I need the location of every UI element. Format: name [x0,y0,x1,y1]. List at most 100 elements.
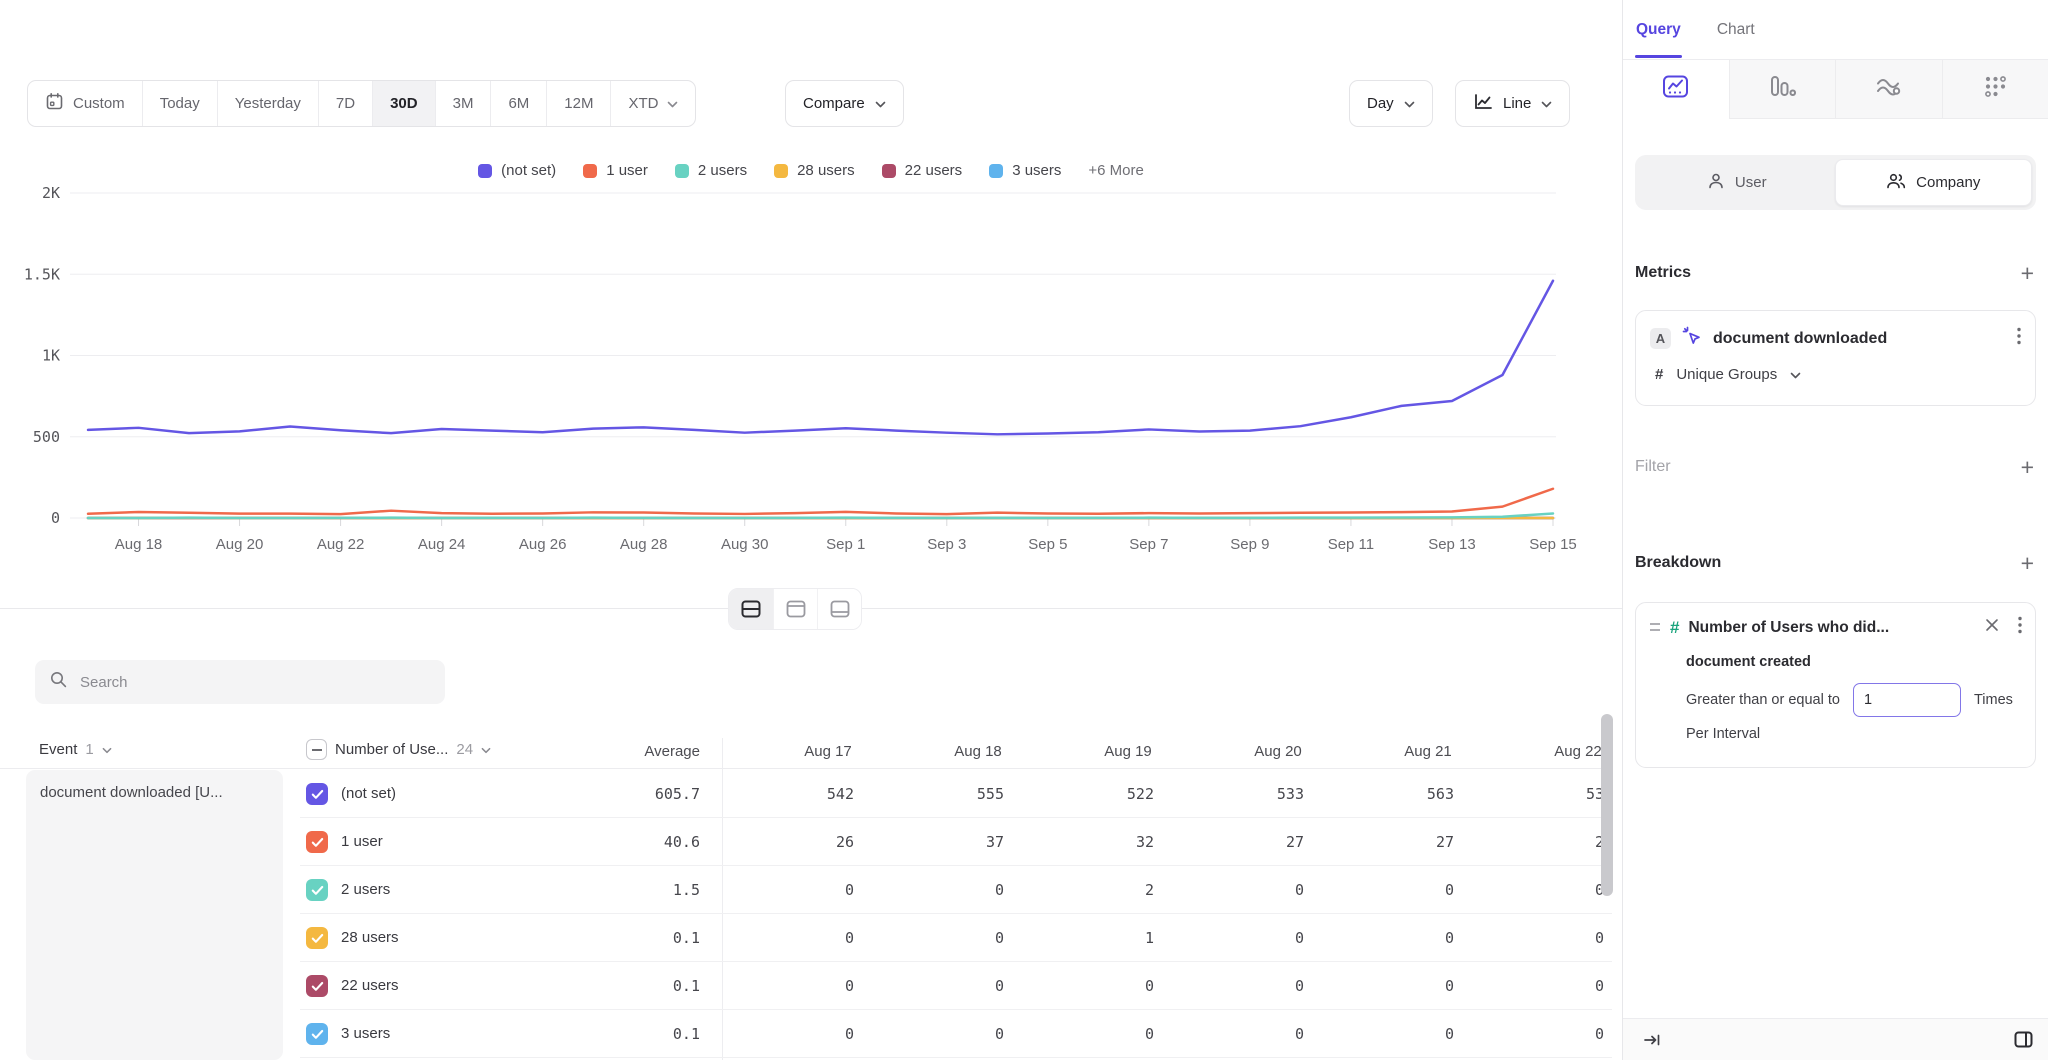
range-xtd[interactable]: XTD [610,81,695,126]
table-row: (not set)605.754255552253356353 [0,770,1612,818]
value-cell: 2 [1503,818,1612,866]
breakdown-section-header: Breakdown + [1635,548,2034,578]
value-cell: 0 [1353,1010,1503,1058]
range-3m[interactable]: 3M [435,81,491,126]
date-column-header: Aug 21 [1353,743,1503,760]
dot-grid-icon [1983,74,2008,104]
row-label: 3 users [341,1010,390,1058]
add-metric-button[interactable]: + [2021,262,2034,285]
metric-card[interactable]: A document downloaded # Unique Groups [1635,310,2036,406]
date-column-headers: Aug 17Aug 18Aug 19Aug 20Aug 21Aug 22 [753,743,1612,760]
event-column-header[interactable]: Event 1 [39,741,112,758]
legend-item[interactable]: 1 user [583,162,648,179]
legend-more[interactable]: +6 More [1088,162,1143,179]
layout-split-button[interactable] [729,589,773,629]
row-checkbox[interactable] [306,1023,328,1045]
breakdown-hash-icon: # [1670,618,1679,638]
add-breakdown-button[interactable]: + [2021,552,2034,575]
layout-chart-only-button[interactable] [773,589,817,629]
value-cell: 0 [1203,1010,1353,1058]
legend-item[interactable]: 22 users [882,162,963,179]
breakdown-condition-label[interactable]: Greater than or equal to [1686,692,1840,708]
close-icon[interactable] [1985,618,1999,637]
range-today[interactable]: Today [142,81,217,126]
row-average: 605.7 [560,770,700,818]
toggle-sidebar-icon[interactable] [2014,1031,2033,1048]
layout-table-only-button[interactable] [817,589,861,629]
legend-item[interactable]: (not set) [478,162,556,179]
drag-handle-icon[interactable] [1649,619,1661,637]
value-cell: 27 [1353,818,1503,866]
metric-event-name[interactable]: document downloaded [1713,330,2006,348]
row-checkbox[interactable] [306,831,328,853]
row-average: 1.5 [560,866,700,914]
value-cell: 0 [753,1010,903,1058]
svg-text:Aug 28: Aug 28 [620,536,668,553]
row-checkbox[interactable] [306,927,328,949]
range-6m[interactable]: 6M [490,81,546,126]
breakdown-per-interval-label[interactable]: Per Interval [1686,726,2022,742]
legend-item[interactable]: 28 users [774,162,855,179]
chart-type-line-button[interactable] [1623,60,1729,119]
legend-item[interactable]: 3 users [989,162,1061,179]
row-values: 001000 [753,914,1612,962]
row-average: 0.1 [560,914,700,962]
svg-text:500: 500 [33,428,60,446]
svg-text:Aug 24: Aug 24 [418,536,466,553]
select-all-checkbox[interactable] [306,739,327,760]
breakdown-title[interactable]: Number of Users who did... [1688,619,1976,637]
svg-text:Aug 20: Aug 20 [216,536,264,553]
metrics-section-header: Metrics + [1635,258,2034,288]
kebab-menu-icon[interactable] [2018,616,2022,639]
value-cell: 522 [1053,770,1203,818]
row-checkbox[interactable] [306,879,328,901]
range-7d[interactable]: 7D [318,81,372,126]
date-column-header: Aug 20 [1203,743,1353,760]
tab-query[interactable]: Query [1636,21,1681,39]
tab-chart[interactable]: Chart [1717,21,1755,39]
line-chart[interactable]: 05001K1.5K2KAug 18Aug 20Aug 22Aug 24Aug … [0,183,1622,565]
svg-text:Sep 3: Sep 3 [927,536,966,553]
collapse-panel-icon[interactable] [1643,1033,1661,1047]
group-column-header[interactable]: Number of Use... 24 [306,739,491,760]
search-input[interactable] [80,674,431,691]
legend-item[interactable]: 2 users [675,162,747,179]
scope-company[interactable]: Company [1835,159,2033,206]
range-12m[interactable]: 12M [546,81,610,126]
breakdown-event-name[interactable]: document created [1686,654,2022,670]
group-count: 24 [456,741,473,758]
compare-button[interactable]: Compare [785,80,904,127]
filter-section-header: Filter + [1635,452,2034,482]
breakdown-value-input[interactable] [1853,683,1961,717]
svg-text:Aug 22: Aug 22 [317,536,365,553]
range-yesterday[interactable]: Yesterday [217,81,318,126]
search-icon [49,670,68,694]
range-custom-label: Custom [73,95,125,112]
value-cell: 26 [753,818,903,866]
value-cell: 0 [1503,1010,1612,1058]
value-cell: 0 [753,962,903,1010]
measure-hash-icon: # [1655,366,1663,383]
measure-selector[interactable]: Unique Groups [1676,366,1777,383]
scope-user[interactable]: User [1639,159,1835,206]
add-filter-button[interactable]: + [2021,456,2034,479]
bar-chart-icon [1769,74,1796,104]
table-header: Event 1 Number of Use... 24 Average Aug … [0,738,1612,769]
chart-style-button[interactable]: Line [1455,80,1570,127]
row-label: (not set) [341,770,396,818]
interval-button[interactable]: Day [1349,80,1433,127]
kebab-menu-icon[interactable] [2017,327,2021,350]
range-30d[interactable]: 30D [372,81,435,126]
table-scrollbar[interactable] [1601,714,1613,896]
event-spark-icon [1682,326,1702,351]
range-custom[interactable]: Custom [28,81,142,126]
results-table: Event 1 Number of Use... 24 Average Aug … [0,738,1612,1060]
row-label: 22 users [341,962,399,1010]
value-cell: 37 [903,818,1053,866]
row-values: 000000 [753,1010,1612,1058]
row-checkbox[interactable] [306,783,328,805]
chart-type-flow-button[interactable] [1835,60,1942,119]
chart-type-bar-button[interactable] [1729,60,1836,119]
chart-type-grid-button[interactable] [1942,60,2048,119]
row-checkbox[interactable] [306,975,328,997]
